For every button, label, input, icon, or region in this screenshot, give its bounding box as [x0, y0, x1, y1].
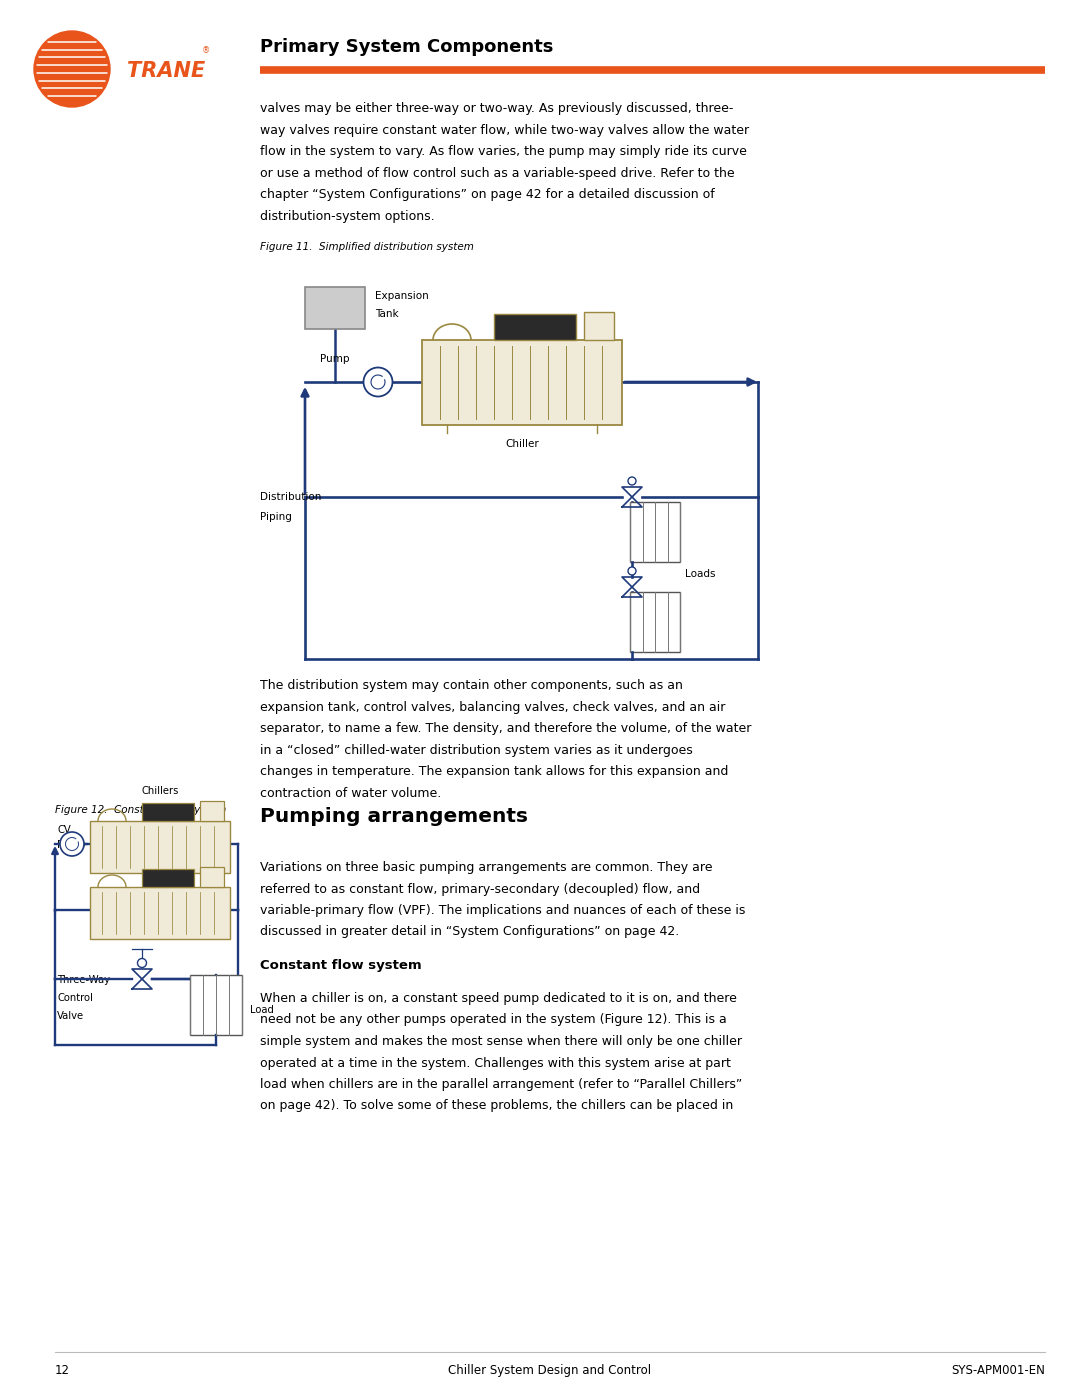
Text: Variations on three basic pumping arrangements are common. They are: Variations on three basic pumping arrang…	[260, 861, 713, 875]
Text: Expansion: Expansion	[375, 291, 429, 300]
Bar	[141, 803, 194, 821]
Text: load when chillers are in the parallel arrangement (refer to “Parallel Chillers”: load when chillers are in the parallel a…	[260, 1078, 742, 1091]
Text: contraction of water volume.: contraction of water volume.	[260, 787, 442, 799]
Text: operated at a time in the system. Challenges with this system arise at part: operated at a time in the system. Challe…	[260, 1056, 731, 1070]
Text: variable-primary flow (VPF). The implications and nuances of each of these is: variable-primary flow (VPF). The implica…	[260, 904, 745, 916]
Text: on page 42). To solve some of these problems, the chillers can be placed in: on page 42). To solve some of these prob…	[260, 1099, 733, 1112]
Text: separator, to name a few. The density, and therefore the volume, of the water: separator, to name a few. The density, a…	[260, 722, 752, 735]
Text: or use a method of flow control such as a variable-speed drive. Refer to the: or use a method of flow control such as …	[260, 166, 734, 179]
Text: 12: 12	[55, 1363, 70, 1377]
Bar	[141, 869, 194, 887]
Bar	[90, 887, 230, 939]
Text: in a “closed” chilled-water distribution system varies as it undergoes: in a “closed” chilled-water distribution…	[260, 743, 692, 757]
Text: simple system and makes the most sense when there will only be one chiller: simple system and makes the most sense w…	[260, 1035, 742, 1048]
Text: CV: CV	[57, 826, 71, 835]
Bar	[305, 286, 365, 330]
Text: Constant flow system: Constant flow system	[260, 958, 421, 972]
Text: Pumping arrangements: Pumping arrangements	[260, 807, 528, 826]
Text: need not be any other pumps operated in the system (Figure 12). This is a: need not be any other pumps operated in …	[260, 1013, 727, 1027]
Circle shape	[60, 833, 84, 856]
Text: Valve: Valve	[57, 1011, 84, 1021]
Text: ®: ®	[202, 46, 211, 56]
Circle shape	[627, 567, 636, 576]
Text: way valves require constant water flow, while two-way valves allow the water: way valves require constant water flow, …	[260, 123, 750, 137]
Text: Chiller: Chiller	[505, 439, 539, 448]
Text: Load: Load	[249, 1004, 274, 1016]
Bar	[200, 868, 224, 887]
Bar	[494, 314, 576, 339]
Bar	[422, 339, 622, 425]
Text: distribution-system options.: distribution-system options.	[260, 210, 434, 222]
Bar	[190, 975, 242, 1035]
Bar	[200, 800, 224, 821]
Text: Distribution: Distribution	[260, 492, 322, 502]
Text: Piping: Piping	[260, 511, 292, 522]
Text: changes in temperature. The expansion tank allows for this expansion and: changes in temperature. The expansion ta…	[260, 766, 728, 778]
Text: Figure 11.  Simplified distribution system: Figure 11. Simplified distribution syste…	[260, 242, 474, 251]
Circle shape	[627, 476, 636, 485]
Text: valves may be either three-way or two-way. As previously discussed, three-: valves may be either three-way or two-wa…	[260, 102, 733, 115]
Text: Pump: Pump	[57, 840, 85, 849]
Bar	[584, 312, 615, 339]
Text: TRANE: TRANE	[127, 61, 205, 81]
Text: Pump: Pump	[320, 353, 350, 365]
Circle shape	[364, 367, 392, 397]
Text: Figure 12.  Constant flow system: Figure 12. Constant flow system	[55, 805, 226, 814]
Text: SYS-APM001-EN: SYS-APM001-EN	[951, 1363, 1045, 1377]
Bar	[630, 592, 680, 652]
Text: Tank: Tank	[375, 309, 399, 319]
Text: The distribution system may contain other components, such as an: The distribution system may contain othe…	[260, 679, 683, 692]
Text: discussed in greater detail in “System Configurations” on page 42.: discussed in greater detail in “System C…	[260, 925, 679, 939]
Text: Control: Control	[57, 993, 93, 1003]
Circle shape	[137, 958, 147, 968]
Text: When a chiller is on, a constant speed pump dedicated to it is on, and there: When a chiller is on, a constant speed p…	[260, 992, 737, 1004]
Text: chapter “System Configurations” on page 42 for a detailed discussion of: chapter “System Configurations” on page …	[260, 189, 715, 201]
Text: Three-Way: Three-Way	[57, 975, 110, 985]
Text: Primary System Components: Primary System Components	[260, 38, 553, 56]
Circle shape	[33, 31, 110, 108]
Text: Loads: Loads	[685, 569, 715, 578]
Text: referred to as constant flow, primary-secondary (decoupled) flow, and: referred to as constant flow, primary-se…	[260, 883, 700, 895]
Text: expansion tank, control valves, balancing valves, check valves, and an air: expansion tank, control valves, balancin…	[260, 700, 726, 714]
Text: flow in the system to vary. As flow varies, the pump may simply ride its curve: flow in the system to vary. As flow vari…	[260, 145, 747, 158]
Text: Chiller System Design and Control: Chiller System Design and Control	[448, 1363, 651, 1377]
Bar	[90, 821, 230, 873]
Bar	[630, 502, 680, 562]
Text: Chillers: Chillers	[141, 787, 178, 796]
